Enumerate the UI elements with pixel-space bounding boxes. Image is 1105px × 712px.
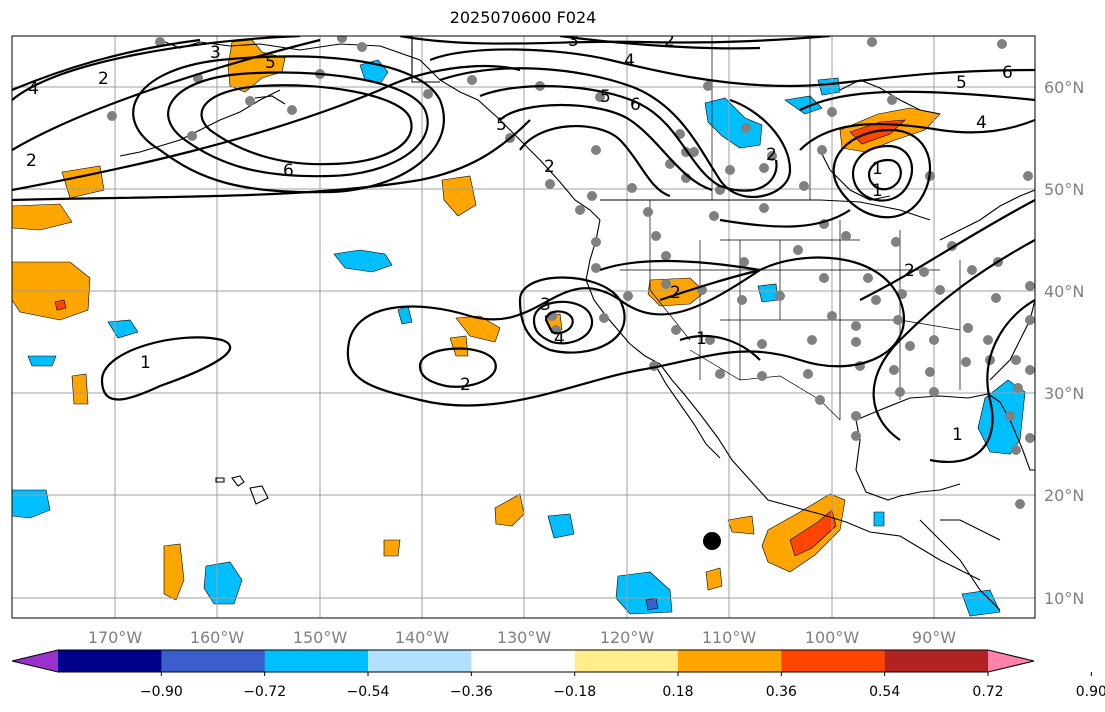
colorbar-tick-label: 0.90 bbox=[1076, 684, 1105, 700]
latitude-label: 60°N bbox=[1044, 78, 1084, 97]
coastlines bbox=[119, 36, 1035, 611]
anomaly-patch-positive bbox=[163, 543, 185, 601]
colorbar-tick-label: −0.18 bbox=[553, 684, 596, 700]
anomaly-patch-positive bbox=[441, 175, 477, 217]
colorbar-labels: −0.90 −0.72 −0.54 −0.36 −0.18 0.18 0.36 0.54 0.7… bbox=[140, 672, 1105, 700]
contour-label: 1 bbox=[872, 181, 883, 201]
anomaly-patch-positive bbox=[71, 373, 89, 405]
colorbar-segment bbox=[678, 650, 782, 672]
anomaly-patch-positive bbox=[455, 315, 501, 343]
contour-label: 5 bbox=[600, 87, 611, 107]
latitude-axis: 60°N 50°N 40°N 30°N 20°N 10°N bbox=[1044, 78, 1084, 608]
anomaly-patch-negative bbox=[203, 561, 243, 605]
longitude-label: 130°W bbox=[497, 628, 552, 647]
contour-label: 1 bbox=[696, 329, 707, 349]
contour-label: 4 bbox=[976, 113, 987, 133]
colorbar-tick-label: −0.72 bbox=[243, 684, 286, 700]
colorbar-segment bbox=[264, 650, 369, 672]
anomaly-patch-positive bbox=[449, 335, 469, 357]
longitude-axis: 170°W 160°W 150°W 140°W 130°W 120°W 110°… bbox=[88, 628, 956, 647]
contour-label: 5 bbox=[265, 53, 276, 73]
colorbar-tick-label: 0.72 bbox=[972, 684, 1003, 700]
anomaly-patch-positive bbox=[727, 515, 755, 535]
colorbar-tick-label: 0.54 bbox=[869, 684, 900, 700]
contour-label: 2 bbox=[670, 283, 681, 303]
colorbar-tick-label: 0.18 bbox=[662, 684, 693, 700]
colorbar-segment bbox=[161, 650, 266, 672]
longitude-label: 110°W bbox=[702, 628, 757, 647]
anomaly-patch-positive bbox=[705, 567, 723, 591]
map-title: 2025070600 F024 bbox=[449, 8, 597, 27]
contour-lines bbox=[12, 36, 1035, 463]
colorbar bbox=[11, 649, 1035, 673]
anomaly-patch-negative bbox=[704, 97, 763, 149]
anomaly-patch-negative bbox=[784, 95, 823, 115]
anomaly-patch-strong bbox=[789, 509, 837, 557]
contour-label: 2 bbox=[664, 31, 675, 51]
contour-label: 3 bbox=[568, 31, 579, 51]
anomaly-patch-positive bbox=[494, 493, 525, 527]
contour-label: 2 bbox=[98, 69, 109, 89]
longitude-label: 120°W bbox=[600, 628, 655, 647]
anomaly-patch-negative bbox=[547, 513, 575, 539]
latitude-label: 50°N bbox=[1044, 180, 1084, 199]
longitude-label: 170°W bbox=[88, 628, 143, 647]
colorbar-segment bbox=[368, 650, 472, 672]
colorbar-tick-label: −0.54 bbox=[347, 684, 390, 700]
colorbar-segment bbox=[58, 650, 162, 672]
contour-label: 4 bbox=[554, 329, 565, 349]
contour-label: 3 bbox=[540, 295, 551, 315]
graticule bbox=[12, 36, 1035, 618]
contour-label: 6 bbox=[283, 161, 294, 181]
colorbar-tick-label: 0.36 bbox=[766, 684, 797, 700]
anomaly-patch-negative bbox=[12, 489, 51, 519]
anomaly-patch-positive bbox=[12, 203, 73, 231]
storm-position-marker bbox=[703, 532, 721, 550]
anomaly-patch-strong-negative bbox=[645, 597, 659, 611]
contour-label: 6 bbox=[630, 95, 641, 115]
anomaly-patch-negative bbox=[27, 355, 57, 367]
contour-label: 1 bbox=[140, 353, 151, 373]
longitude-label: 90°W bbox=[912, 628, 956, 647]
colorbar-segment bbox=[471, 650, 576, 672]
latitude-label: 40°N bbox=[1044, 282, 1084, 301]
longitude-label: 160°W bbox=[190, 628, 245, 647]
latitude-label: 10°N bbox=[1044, 589, 1084, 608]
contour-label: 4 bbox=[28, 79, 39, 99]
contour-label: 1 bbox=[952, 425, 963, 445]
map-frame bbox=[11, 35, 1036, 619]
colorbar-outline bbox=[11, 649, 1035, 673]
contour-label: 2 bbox=[766, 145, 777, 165]
contour-label-layer: 3 5 2 4 6 2 3 2 4 6 5 4 5 2 6 2 1 3 4 2 … bbox=[26, 31, 1013, 445]
colorbar-extend-max bbox=[988, 650, 1034, 672]
contour-label: 2 bbox=[460, 375, 471, 395]
contour-label: 2 bbox=[26, 151, 37, 171]
contour-label: 3 bbox=[210, 43, 221, 63]
contour-label: 1 bbox=[872, 159, 883, 179]
longitude-label: 100°W bbox=[805, 628, 860, 647]
contour-label: 2 bbox=[544, 157, 555, 177]
colorbar-tick-label: −0.90 bbox=[140, 684, 183, 700]
anomaly-patch-negative bbox=[333, 249, 393, 273]
anomaly-patch-strong bbox=[54, 299, 67, 311]
contour-label: 2 bbox=[904, 261, 915, 281]
contour-label: 5 bbox=[956, 73, 967, 93]
latitude-label: 30°N bbox=[1044, 384, 1084, 403]
contour-label: 4 bbox=[624, 51, 635, 71]
anomaly-patch-negative bbox=[873, 511, 885, 527]
contour-label: 6 bbox=[1002, 63, 1013, 83]
anomaly-patch-positive bbox=[383, 539, 401, 557]
longitude-label: 140°W bbox=[395, 628, 450, 647]
colorbar-segment bbox=[574, 650, 679, 672]
colorbar-segment bbox=[781, 650, 886, 672]
colorbar-tick-label: −0.36 bbox=[450, 684, 493, 700]
colorbar-segment bbox=[884, 650, 989, 672]
longitude-label: 150°W bbox=[293, 628, 348, 647]
contour-label: 5 bbox=[496, 115, 507, 135]
latitude-label: 20°N bbox=[1044, 486, 1084, 505]
colorbar-extend-min bbox=[12, 650, 58, 672]
